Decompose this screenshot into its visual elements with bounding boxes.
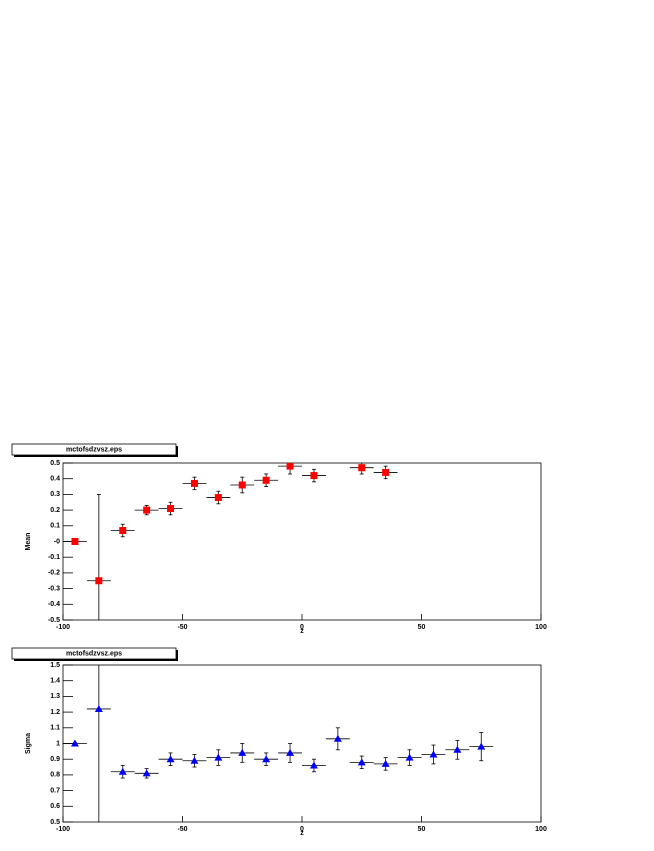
points — [63, 665, 494, 822]
point — [453, 745, 462, 753]
point — [70, 739, 79, 747]
x-tick-label: 0 — [300, 826, 304, 833]
y-tick-label: 1.4 — [50, 678, 60, 685]
x-axis-label: z — [300, 628, 304, 635]
point — [382, 468, 390, 476]
point — [262, 755, 271, 763]
y-axis-label: Mean — [25, 533, 32, 551]
point — [118, 767, 127, 775]
point — [477, 742, 486, 750]
point — [143, 506, 151, 514]
y-tick-label: -0.3 — [48, 585, 60, 592]
y-tick-label: 0.5 — [50, 819, 60, 826]
title-box — [11, 647, 177, 660]
y-tick-label: -0.4 — [48, 601, 60, 608]
chart-title: mctofsdzvsz.eps — [66, 446, 122, 453]
y-tick-label: 0.4 — [50, 476, 60, 483]
chart: mctofsdzvsz.eps 0.5 0.4 0.3 0.2 0.1 -0 -0.1 -0.2… — [11, 443, 547, 635]
y-tick-label: 0.2 — [50, 507, 60, 514]
points — [63, 463, 398, 620]
x-tick-label: 50 — [418, 624, 426, 631]
chart-title: mctofsdzvsz.eps — [66, 650, 122, 657]
point — [71, 538, 79, 545]
point — [286, 463, 294, 470]
point — [357, 758, 366, 766]
y-tick-label: 1.2 — [50, 709, 60, 716]
plot-frame — [62, 664, 542, 823]
y-axis-label: Sigma — [25, 733, 32, 754]
x-tick-label: 100 — [535, 624, 547, 631]
x-tick-label: -50 — [177, 624, 187, 631]
y-tick-label: 1.5 — [50, 662, 60, 669]
point — [166, 755, 175, 763]
point — [94, 704, 103, 712]
plot-frame — [62, 462, 542, 621]
point — [214, 494, 222, 502]
y-tick-label: 1.1 — [50, 725, 60, 732]
y-tick-label: 0.7 — [50, 787, 60, 794]
point — [358, 464, 366, 472]
point — [405, 753, 414, 761]
x-tick-label: -100 — [56, 624, 70, 631]
point — [309, 761, 318, 769]
x-tick-label: 100 — [535, 826, 547, 833]
point — [190, 756, 199, 764]
x-tick-label: -100 — [56, 826, 70, 833]
x-tick-label: 50 — [418, 826, 426, 833]
y-tick-label: 1.3 — [50, 693, 60, 700]
point — [119, 527, 127, 535]
point — [190, 479, 198, 487]
point — [167, 505, 175, 513]
point — [381, 759, 390, 767]
y-tick-label: 0.9 — [50, 756, 60, 763]
y-tick-label: -0.2 — [48, 570, 60, 577]
x-tick-label: 0 — [300, 624, 304, 631]
x-tick-label: -50 — [177, 826, 187, 833]
y-tick-label: 1 — [56, 740, 60, 747]
y-tick-label: 0.1 — [50, 523, 60, 530]
point — [214, 753, 223, 761]
y-tick-label: -0.5 — [48, 617, 60, 624]
point — [142, 769, 151, 777]
point — [286, 748, 295, 756]
title-box — [11, 443, 177, 456]
y-tick-label: -0.1 — [48, 554, 60, 561]
y-tick-label: 0.5 — [50, 460, 60, 467]
point — [238, 748, 247, 756]
point — [333, 734, 342, 742]
x-axis-label: z — [300, 830, 304, 837]
point — [238, 481, 246, 489]
y-tick-label: 0.6 — [50, 803, 60, 810]
point — [429, 750, 438, 758]
y-tick-label: 0.8 — [50, 772, 60, 779]
point — [262, 476, 270, 484]
point — [310, 472, 318, 480]
y-tick-label: -0 — [54, 538, 60, 545]
y-tick-label: 0.3 — [50, 491, 60, 498]
chart: mctofsdzvsz.eps 1.5 1.4 1.3 1.2 1.1 1 0.9 0.8 0.7… — [11, 647, 547, 837]
point — [95, 577, 103, 585]
